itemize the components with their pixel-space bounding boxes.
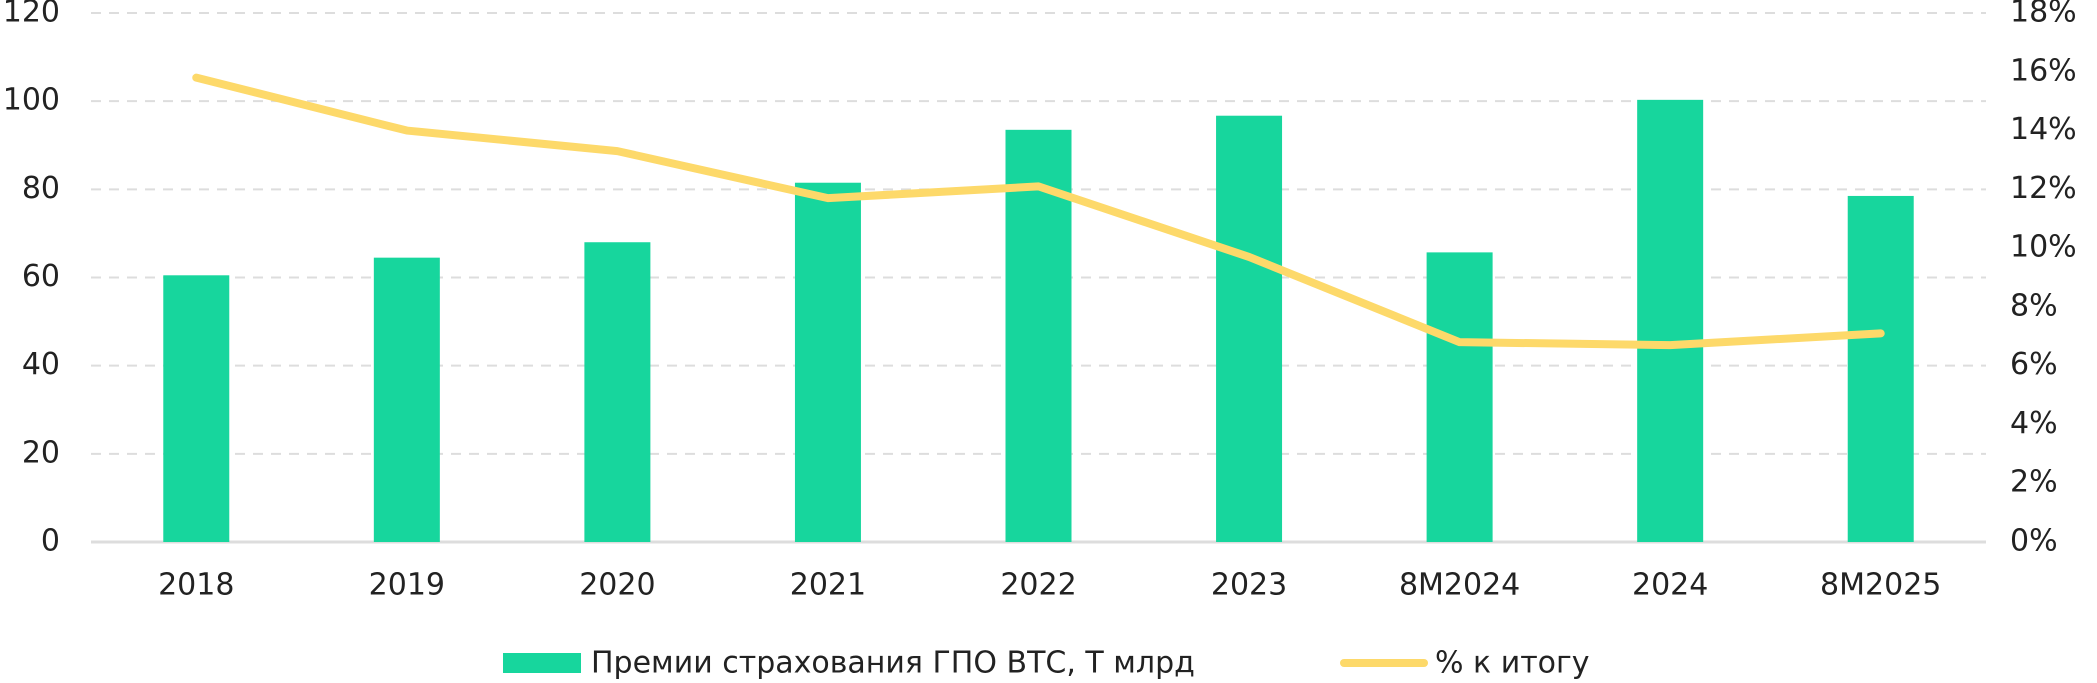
y-tick-label: 80 <box>22 171 60 206</box>
bar <box>1637 99 1704 542</box>
y-tick-label: 100 <box>3 83 60 118</box>
legend-label: Премии страхования ГПО ВТС, Т млрд <box>591 646 1195 681</box>
y2-tick-label: 16% <box>2010 53 2077 88</box>
bar <box>1005 129 1072 542</box>
line <box>192 73 1885 350</box>
x-tick-label: 2024 <box>1632 568 1708 603</box>
bar <box>1847 195 1914 542</box>
y2-tick-label: 4% <box>2010 406 2058 441</box>
y-tick-label: 40 <box>22 347 60 382</box>
bar <box>1426 252 1493 542</box>
y-tick-label: 60 <box>22 259 60 294</box>
y-tick-label: 120 <box>3 0 60 30</box>
y2-tick-label: 14% <box>2010 112 2077 147</box>
y2-tick-label: 10% <box>2010 230 2077 265</box>
y2-tick-label: 18% <box>2010 0 2077 30</box>
bar <box>1216 115 1283 542</box>
legend-label: % к итогу <box>1435 646 1590 681</box>
x-tick-label: 2020 <box>579 568 655 603</box>
x-tick-label: 2022 <box>1000 568 1076 603</box>
bar <box>163 275 230 542</box>
y2-tick-label: 12% <box>2010 171 2077 206</box>
y-tick-label: 0 <box>41 524 60 559</box>
x-tick-label: 2019 <box>369 568 445 603</box>
x-tick-label: 2023 <box>1211 568 1287 603</box>
x-tick-label: 8M2025 <box>1820 568 1941 603</box>
x-tick-label: 2018 <box>158 568 234 603</box>
y2-tick-label: 8% <box>2010 288 2058 323</box>
bar <box>794 182 861 543</box>
bar <box>584 242 651 542</box>
legend-swatch <box>503 653 581 673</box>
x-tick-label: 8M2024 <box>1399 568 1520 603</box>
y2-tick-label: 6% <box>2010 347 2058 382</box>
y2-tick-label: 2% <box>2010 465 2058 500</box>
y-tick-label: 20 <box>22 435 60 470</box>
bar <box>373 257 440 542</box>
y2-tick-label: 0% <box>2010 524 2058 559</box>
x-tick-label: 2021 <box>790 568 866 603</box>
